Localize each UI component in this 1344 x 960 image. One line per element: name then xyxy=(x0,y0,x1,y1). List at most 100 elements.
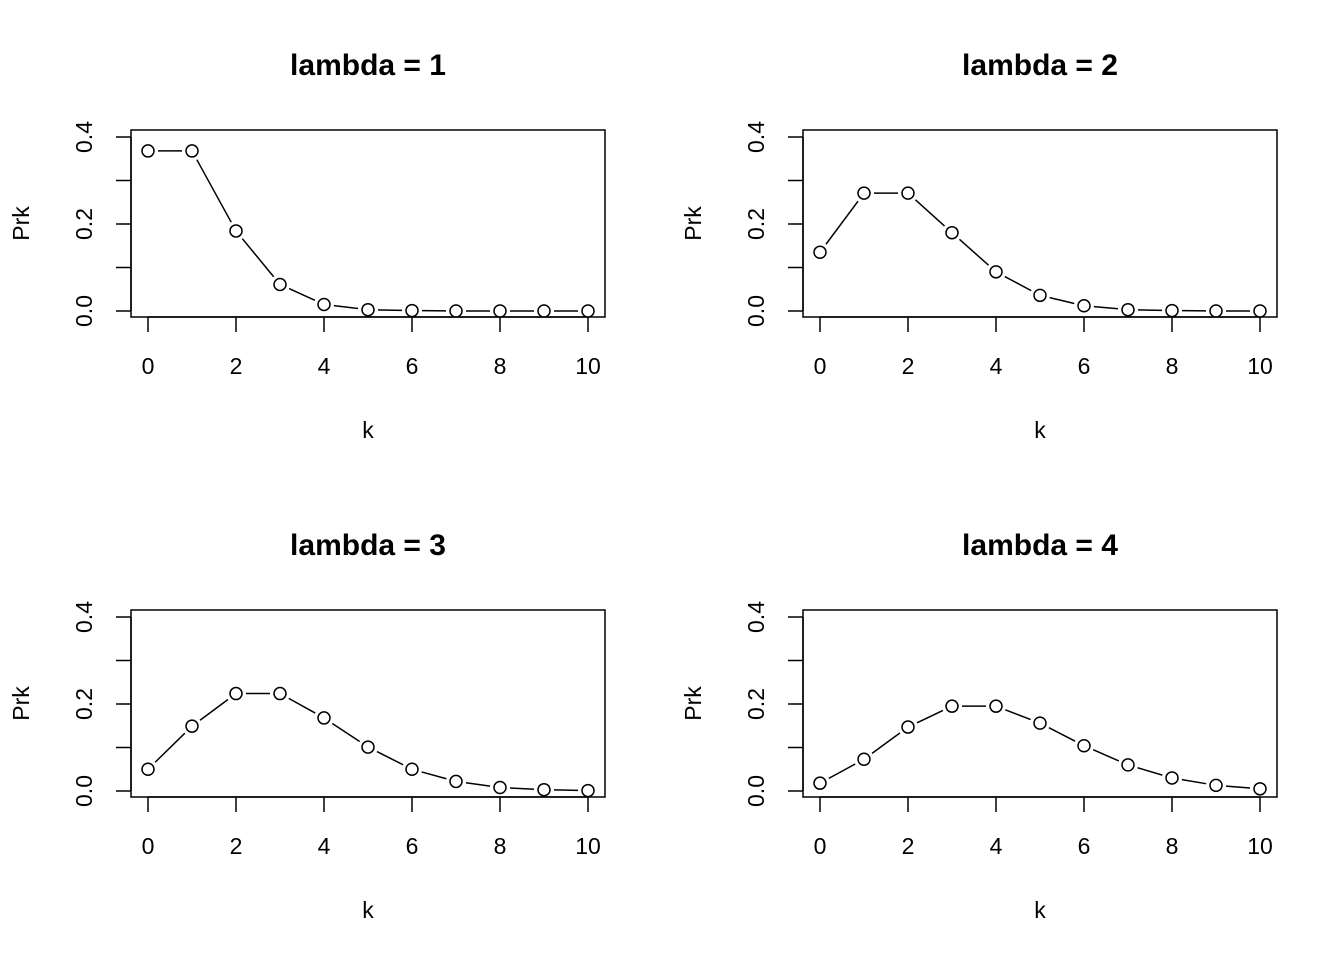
data-point xyxy=(141,762,155,776)
series-segment xyxy=(199,698,229,721)
y-tick-label: 0.0 xyxy=(743,295,769,327)
series-segment xyxy=(914,199,946,227)
x-tick-label: 0 xyxy=(142,833,155,859)
plot-frame xyxy=(130,609,606,798)
series-segment xyxy=(1225,785,1251,789)
data-point xyxy=(1077,739,1091,753)
data-point xyxy=(813,245,827,260)
series-segment xyxy=(958,238,990,266)
series-segment xyxy=(828,763,856,780)
series-segment xyxy=(509,787,535,790)
data-point xyxy=(945,699,959,713)
x-tick-label: 4 xyxy=(318,353,331,379)
panel-1: lambda = 1 0 2 4 6 8 10 0.0 0.2 0.4 k Prk xyxy=(8,49,606,443)
y-tick-label: 0.0 xyxy=(743,775,769,807)
series-segment xyxy=(1049,296,1075,305)
series-segment xyxy=(196,159,232,223)
data-point xyxy=(317,711,331,725)
series-segment xyxy=(1092,749,1120,762)
x-axis-label: k xyxy=(1034,897,1046,923)
y-tick-label: 0.4 xyxy=(71,601,97,633)
data-point xyxy=(945,225,959,240)
data-point xyxy=(493,304,507,318)
y-tick-label: 0.2 xyxy=(71,208,97,240)
data-point xyxy=(1253,782,1267,796)
data-point xyxy=(813,776,827,790)
series-segment xyxy=(288,287,316,302)
data-point xyxy=(1253,304,1267,318)
data-point xyxy=(141,144,155,158)
data-point xyxy=(229,686,243,701)
data-point xyxy=(317,297,331,312)
x-axis-label: k xyxy=(1034,417,1046,443)
series-segment xyxy=(376,750,404,766)
series-segment xyxy=(1048,727,1076,742)
x-tick-label: 10 xyxy=(575,833,601,859)
x-axis: 0 2 4 6 8 10 xyxy=(142,316,601,379)
data-point xyxy=(857,186,871,200)
y-axis-label: Prk xyxy=(680,206,706,241)
x-tick-label: 6 xyxy=(406,833,419,859)
x-axis: 0 2 4 6 8 10 xyxy=(814,316,1273,379)
plot-frame xyxy=(130,129,606,318)
x-tick-label: 0 xyxy=(814,833,827,859)
series-segment xyxy=(871,732,901,754)
data-point xyxy=(185,719,199,733)
y-axis: 0.0 0.2 0.4 xyxy=(743,601,804,807)
data-point xyxy=(185,144,199,158)
series-segment xyxy=(331,722,361,743)
series-segment xyxy=(421,771,447,780)
y-axis: 0.0 0.2 0.4 xyxy=(71,121,132,327)
series-segment xyxy=(333,304,359,310)
data-point xyxy=(1121,758,1135,772)
panel-4: lambda = 4 0 2 4 6 8 10 0.0 0.2 0.4 k Prk xyxy=(680,529,1278,923)
panel-title: lambda = 2 xyxy=(962,49,1118,82)
series xyxy=(141,686,595,798)
x-tick-label: 8 xyxy=(1166,833,1179,859)
panel-title: lambda = 4 xyxy=(962,529,1118,562)
y-tick-label: 0.0 xyxy=(71,295,97,327)
data-point xyxy=(229,224,243,238)
series-segment xyxy=(825,200,859,245)
series-segment xyxy=(1093,305,1119,310)
x-tick-label: 6 xyxy=(406,353,419,379)
x-tick-label: 4 xyxy=(990,353,1003,379)
data-point xyxy=(581,304,595,318)
data-point xyxy=(581,783,595,798)
data-point xyxy=(1033,288,1047,303)
series-segment xyxy=(465,782,491,787)
data-point xyxy=(1209,304,1223,318)
x-tick-label: 6 xyxy=(1078,353,1091,379)
y-axis: 0.0 0.2 0.4 xyxy=(743,121,804,327)
y-tick-label: 0.2 xyxy=(743,208,769,240)
panel-2: lambda = 2 0 2 4 6 8 10 0.0 0.2 0.4 k Prk xyxy=(680,49,1278,443)
x-axis: 0 2 4 6 8 10 xyxy=(814,796,1273,859)
data-point xyxy=(273,277,287,292)
x-tick-label: 8 xyxy=(494,833,507,859)
x-tick-label: 8 xyxy=(494,353,507,379)
data-point xyxy=(405,303,419,318)
y-tick-label: 0.4 xyxy=(743,121,769,153)
series-segment xyxy=(1005,709,1031,721)
data-point xyxy=(273,686,287,701)
data-point xyxy=(989,265,1003,279)
data-point xyxy=(405,762,419,776)
data-point xyxy=(1165,771,1179,785)
data-point xyxy=(1209,778,1223,793)
x-tick-label: 10 xyxy=(1247,353,1273,379)
x-tick-label: 2 xyxy=(230,353,243,379)
y-tick-label: 0.2 xyxy=(743,688,769,720)
series-segment xyxy=(154,732,186,763)
data-point xyxy=(493,780,507,795)
x-tick-label: 4 xyxy=(318,833,331,859)
x-axis: 0 2 4 6 8 10 xyxy=(142,796,601,859)
y-tick-label: 0.4 xyxy=(71,121,97,153)
data-point xyxy=(537,304,551,318)
series-segment xyxy=(1181,778,1207,785)
x-axis-label: k xyxy=(362,417,374,443)
data-point xyxy=(857,752,871,766)
data-point xyxy=(901,720,915,734)
x-tick-label: 0 xyxy=(142,353,155,379)
series-segment xyxy=(288,697,316,714)
